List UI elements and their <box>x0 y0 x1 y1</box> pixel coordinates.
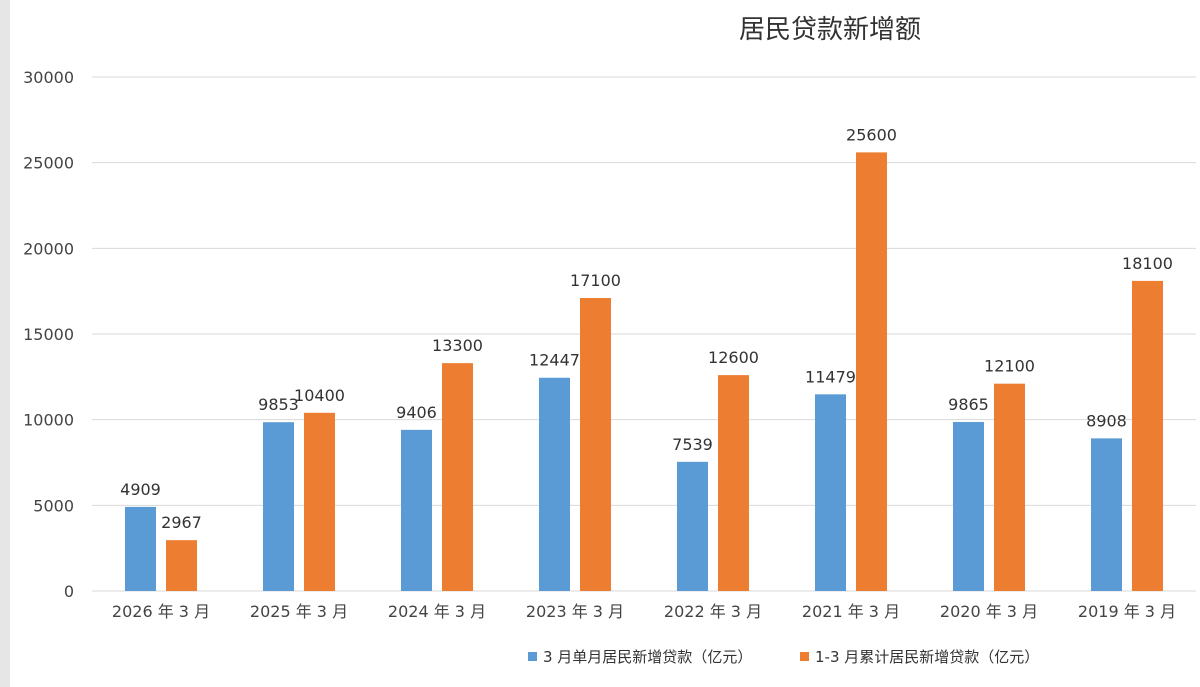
bar <box>125 506 156 591</box>
y-axis-ticks: 0 5000 10000 15000 20000 25000 30000 <box>23 68 74 601</box>
bar <box>442 363 473 591</box>
bar <box>401 429 432 591</box>
bar <box>994 383 1025 591</box>
x-tick-label: 2021 年 3 月 <box>802 602 900 621</box>
data-label: 12100 <box>984 357 1035 376</box>
y-tick-label: 0 <box>64 582 74 601</box>
data-label: 10400 <box>294 386 345 405</box>
y-tick-label: 30000 <box>23 68 74 87</box>
legend-label: 3 月单月居民新增贷款（亿元） <box>543 648 752 666</box>
y-tick-label: 20000 <box>23 239 74 258</box>
bar <box>580 298 611 591</box>
bar <box>953 421 984 591</box>
x-axis-labels: 2026 年 3 月 2025 年 3 月 2024 年 3 月 2023 年 3 月… <box>112 602 1176 621</box>
left-edge-strip <box>0 0 10 687</box>
bar <box>263 422 294 591</box>
data-label: 9406 <box>396 403 437 422</box>
data-label: 2967 <box>161 513 202 532</box>
data-label: 4909 <box>120 480 161 499</box>
legend-swatch <box>800 652 809 661</box>
legend: 3 月单月居民新增贷款（亿元） 1-3 月累计居民新增贷款（亿元） <box>528 648 1039 666</box>
x-tick-label: 2024 年 3 月 <box>388 602 486 621</box>
x-tick-label: 2022 年 3 月 <box>664 602 762 621</box>
bar <box>539 377 570 591</box>
bar <box>677 461 708 591</box>
data-label: 9853 <box>258 395 299 414</box>
chart-title: 居民贷款新增额 <box>739 15 921 45</box>
data-label: 9865 <box>948 395 989 414</box>
data-label: 13300 <box>432 336 483 355</box>
bar <box>1132 280 1163 591</box>
legend-swatch <box>528 652 537 661</box>
bars <box>125 152 1163 592</box>
data-label: 11479 <box>805 367 856 386</box>
gridlines <box>92 76 1196 592</box>
bar <box>856 152 887 592</box>
y-tick-label: 15000 <box>23 325 74 344</box>
data-label: 12600 <box>708 348 759 367</box>
data-label: 25600 <box>846 125 897 144</box>
data-label: 17100 <box>570 271 621 290</box>
x-tick-label: 2020 年 3 月 <box>940 602 1038 621</box>
y-tick-label: 10000 <box>23 411 74 430</box>
x-tick-label: 2019 年 3 月 <box>1078 602 1176 621</box>
x-tick-label: 2026 年 3 月 <box>112 602 210 621</box>
data-label: 8908 <box>1086 411 1127 430</box>
data-label: 18100 <box>1122 254 1173 273</box>
bar <box>815 394 846 591</box>
bar <box>166 540 197 591</box>
bar <box>1091 438 1122 591</box>
data-label: 12447 <box>529 351 580 370</box>
y-tick-label: 25000 <box>23 154 74 173</box>
legend-label: 1-3 月累计居民新增贷款（亿元） <box>815 648 1039 666</box>
x-tick-label: 2025 年 3 月 <box>250 602 348 621</box>
data-label: 7539 <box>672 435 713 454</box>
x-tick-label: 2023 年 3 月 <box>526 602 624 621</box>
bar <box>304 412 335 591</box>
y-tick-label: 5000 <box>33 496 74 515</box>
bar <box>718 375 749 591</box>
